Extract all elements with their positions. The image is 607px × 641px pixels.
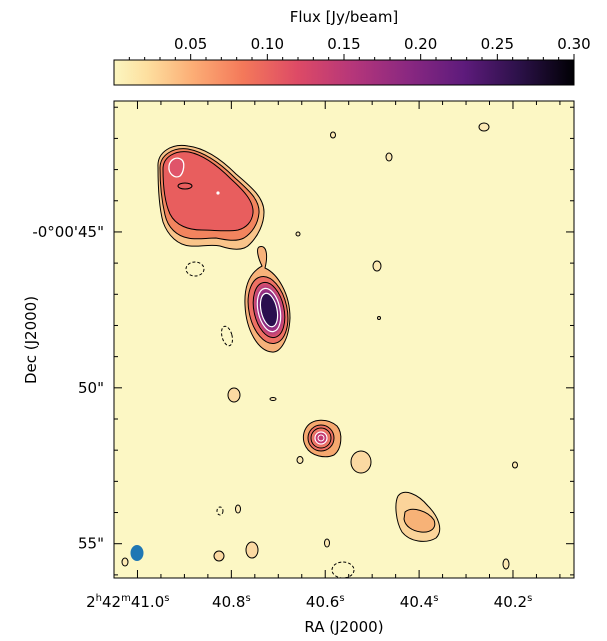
source-northern-lobe [157, 144, 265, 250]
emission-map [121, 122, 518, 578]
x-tick-label: 40.2s [494, 593, 533, 611]
source-knot [302, 419, 342, 458]
noise-blob [269, 397, 277, 401]
colorbar-ticks: 0.05 0.10 0.15 0.20 0.25 0.30 [128, 35, 591, 60]
core-highlight-contour-2 [259, 292, 279, 328]
noise-blob [227, 387, 241, 403]
northern-lobe-highlight-contour [168, 157, 185, 178]
colorbar-tick-label: 0.15 [327, 35, 360, 53]
negative-contour [331, 561, 355, 578]
negative-contour [185, 261, 205, 277]
noise-blob [245, 541, 259, 559]
y-tick-labels: -0°00'45" 50" 55" [32, 223, 104, 553]
x-tick-labels: 2h42m41.0s 40.8s 40.6s 40.4s 40.2s [86, 593, 532, 611]
colorbar [113, 59, 575, 86]
y-tick-label: -0°00'45" [32, 223, 104, 241]
negative-contour [216, 506, 224, 516]
x-tick-label: 40.4s [400, 593, 439, 611]
axis-ticks [113, 101, 574, 578]
noise-blob [121, 557, 129, 567]
noise-blob [372, 260, 382, 272]
colorbar-tick-label: 0.30 [557, 35, 590, 53]
colorbar-tick-label: 0.10 [251, 35, 284, 53]
noise-contours [121, 122, 518, 570]
x-axis-label: RA (J2000) [304, 618, 383, 636]
core-highlight-contour-1 [256, 287, 282, 333]
noise-blob [512, 461, 518, 469]
northern-lobe-contour-3 [162, 151, 254, 232]
colorbar-tick-label: 0.05 [174, 35, 207, 53]
noise-blob [295, 231, 301, 237]
noise-blob [213, 550, 225, 562]
southern-lobe-inner-contour [403, 508, 436, 533]
knot-highlight-contour [314, 431, 328, 445]
x-tick-label: 40.8s [212, 593, 251, 611]
negative-contours [185, 261, 355, 578]
colorbar-tick-label: 0.20 [404, 35, 437, 53]
colorbar-title: Flux [Jy/beam] [290, 8, 399, 26]
northern-lobe-inner-contour [177, 182, 193, 190]
noise-blob [296, 456, 304, 464]
y-axis-label: Dec (J2000) [22, 296, 40, 384]
noise-blob [330, 131, 336, 139]
y-tick-label: 55" [78, 535, 104, 553]
x-tick-label: 2h42m41.0s [86, 593, 169, 611]
beam-ellipse [130, 545, 144, 561]
negative-contour [221, 325, 233, 347]
plot-area [113, 100, 575, 579]
noise-blob [350, 450, 372, 474]
colorbar-tick-label: 0.25 [481, 35, 514, 53]
noise-blob [324, 538, 330, 548]
northern-lobe-small-peak [216, 191, 220, 195]
y-tick-label: 50" [78, 379, 104, 397]
knot-inner-contour [317, 434, 325, 442]
source-southern-lobe [395, 491, 441, 542]
noise-blob [377, 316, 381, 320]
source-core [244, 246, 291, 353]
noise-blob [235, 504, 241, 514]
noise-blob [502, 558, 510, 570]
noise-blob [478, 122, 490, 132]
noise-blob [385, 152, 393, 162]
plot-frame [113, 100, 575, 579]
x-tick-label: 40.6s [306, 593, 345, 611]
